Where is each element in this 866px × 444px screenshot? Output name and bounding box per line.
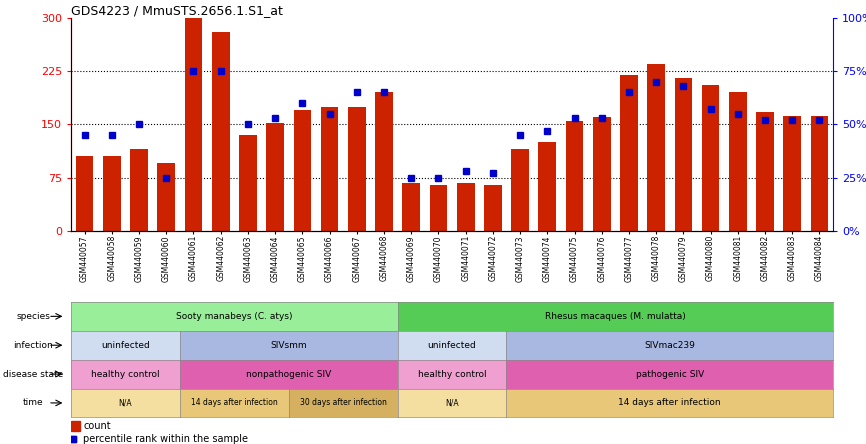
Bar	[103, 156, 120, 231]
Text: nonpathogenic SIV: nonpathogenic SIV	[246, 369, 332, 379]
Bar	[71, 421, 80, 431]
Text: species: species	[16, 312, 50, 321]
Text: uninfected: uninfected	[101, 341, 150, 350]
Bar	[239, 135, 256, 231]
Bar	[266, 123, 284, 231]
Text: uninfected: uninfected	[428, 341, 476, 350]
Bar	[620, 75, 637, 231]
Bar	[158, 163, 175, 231]
Bar	[403, 182, 420, 231]
Text: SIVmac239: SIVmac239	[644, 341, 695, 350]
Text: healthy control: healthy control	[91, 369, 159, 379]
Bar	[539, 142, 556, 231]
Bar	[647, 64, 665, 231]
Text: count: count	[83, 421, 111, 432]
Bar	[484, 185, 501, 231]
Text: disease state: disease state	[3, 369, 63, 379]
Bar	[375, 92, 393, 231]
Bar	[130, 149, 148, 231]
Bar	[76, 156, 94, 231]
Text: Rhesus macaques (M. mulatta): Rhesus macaques (M. mulatta)	[545, 312, 686, 321]
Bar	[184, 18, 203, 231]
Text: healthy control: healthy control	[417, 369, 487, 379]
Bar	[294, 110, 311, 231]
Bar	[430, 185, 447, 231]
Bar	[348, 107, 365, 231]
Bar	[756, 111, 774, 231]
Text: 14 days after infection: 14 days after infection	[191, 398, 278, 408]
Text: GDS4223 / MmuSTS.2656.1.S1_at: GDS4223 / MmuSTS.2656.1.S1_at	[71, 4, 283, 16]
Text: SIVsmm: SIVsmm	[270, 341, 307, 350]
Text: infection: infection	[14, 341, 53, 350]
Text: percentile rank within the sample: percentile rank within the sample	[83, 434, 249, 444]
Text: Sooty manabeys (C. atys): Sooty manabeys (C. atys)	[176, 312, 293, 321]
Text: pathogenic SIV: pathogenic SIV	[636, 369, 704, 379]
Text: 14 days after infection: 14 days after infection	[618, 398, 721, 408]
Bar	[784, 116, 801, 231]
Bar	[320, 107, 339, 231]
Bar	[811, 116, 828, 231]
Bar	[729, 92, 746, 231]
Bar	[457, 182, 475, 231]
Text: N/A: N/A	[445, 398, 459, 408]
Bar	[511, 149, 529, 231]
Bar	[565, 121, 584, 231]
Bar	[212, 32, 229, 231]
Bar	[701, 85, 720, 231]
Text: time: time	[23, 398, 43, 408]
Bar	[593, 117, 611, 231]
Text: N/A: N/A	[119, 398, 132, 408]
Bar	[675, 78, 692, 231]
Text: 30 days after infection: 30 days after infection	[300, 398, 386, 408]
